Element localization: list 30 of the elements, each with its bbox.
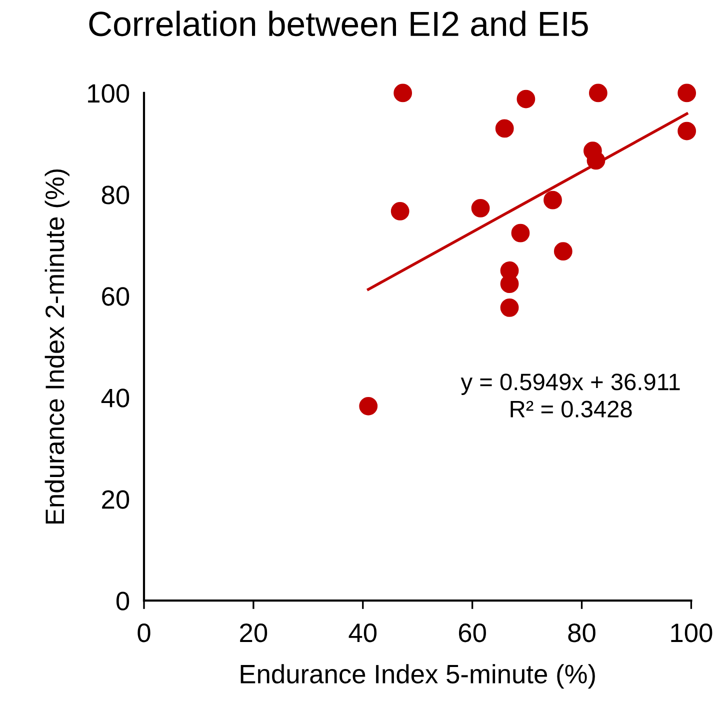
x-axis-title: Endurance Index 5-minute (%) (240, 664, 595, 689)
chart-title: Correlation between EI2 and EI5 (89, 10, 588, 36)
point (394, 84, 412, 102)
x-tick-label: 80 (568, 624, 596, 642)
x-tick-label: 0 (138, 624, 150, 642)
point (588, 84, 608, 102)
point (544, 190, 562, 210)
point (359, 396, 378, 416)
point (495, 119, 514, 138)
point (390, 202, 410, 220)
y-tick-label: 0 (116, 592, 130, 610)
point (678, 122, 696, 140)
point (678, 84, 696, 102)
y-axis-title: Endurance Index 2-minute (%) (44, 169, 70, 524)
x-tick-label: 60 (458, 624, 486, 642)
y-tick-label: 20 (102, 490, 130, 509)
point (516, 90, 536, 108)
y-tick-label: 40 (101, 388, 130, 408)
annotation: y = 0.5949x + 36.911 R² = 0.3428 (460, 374, 680, 418)
point (500, 298, 519, 317)
x-tick-label: 20 (240, 624, 268, 642)
point (471, 198, 490, 218)
y-tick-label: 100 (88, 84, 130, 103)
point (554, 242, 572, 261)
y-tick-label: 80 (102, 186, 130, 204)
y-tick-label: 60 (102, 287, 130, 306)
point (586, 151, 606, 170)
point (511, 224, 530, 242)
x-tick-label: 100 (671, 624, 712, 642)
x-tick-label: 40 (348, 624, 377, 642)
